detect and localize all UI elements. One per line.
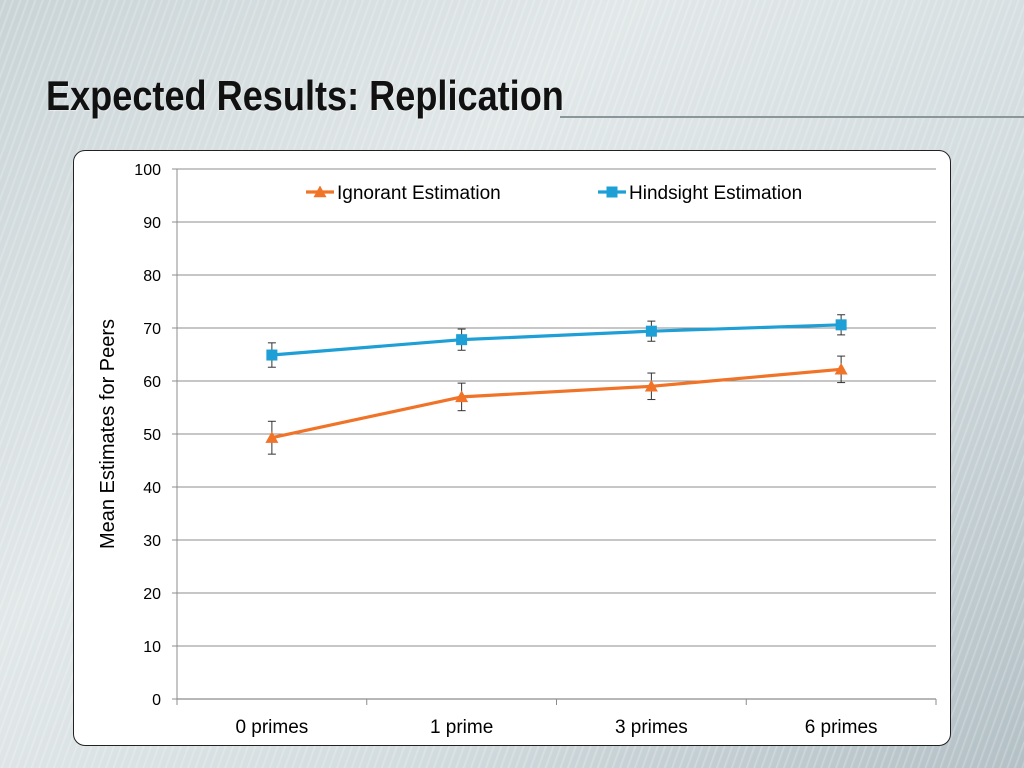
- y-tick-label: 90: [143, 215, 161, 232]
- data-point-ignorant-estimation: [644, 379, 658, 392]
- series-line-hindsight-estimation: [271, 323, 842, 357]
- data-point-hindsight-estimation: [456, 334, 468, 346]
- chart-frame: 0 10 20 30 40 50 60 70 80 90 100 0 primes 1 prime 3 p…: [73, 150, 951, 746]
- data-point-ignorant-estimation: [455, 390, 469, 403]
- data-point-hindsight-estimation: [266, 349, 278, 361]
- legend-marker-hindsight-estimation: [606, 186, 618, 198]
- y-axis-title: Mean Estimates for Peers: [97, 319, 119, 549]
- legend-label-ignorant-estimation: Ignorant Estimation: [337, 183, 501, 204]
- y-tick-label: 40: [143, 480, 161, 497]
- x-tick-label: 3 primes: [615, 717, 688, 738]
- y-tick-label: 30: [143, 533, 161, 550]
- data-point-ignorant-estimation: [265, 431, 279, 443]
- y-tick-label: 100: [134, 162, 161, 179]
- y-tick-label: 70: [143, 321, 161, 338]
- x-tick-label: 6 primes: [805, 717, 878, 738]
- data-point-ignorant-estimation: [834, 362, 848, 375]
- legend-label-hindsight-estimation: Hindsight Estimation: [629, 183, 802, 204]
- y-tick-label: 50: [143, 427, 161, 444]
- data-point-hindsight-estimation: [835, 319, 847, 331]
- y-tick-label: 80: [143, 268, 161, 285]
- slide-title: Expected Results: Replication: [46, 72, 564, 119]
- data-point-hindsight-estimation: [645, 325, 657, 337]
- legend-marker-ignorant-estimation: [313, 185, 327, 198]
- x-tick-label: 1 prime: [430, 717, 493, 738]
- line-chart: 0 10 20 30 40 50 60 70 80 90 100 0 primes 1 prime 3 p…: [97, 162, 937, 738]
- series-line-ignorant-estimation: [271, 367, 842, 440]
- y-tick-label: 0: [152, 692, 161, 709]
- x-tick-label: 0 primes: [235, 717, 308, 738]
- title-rule: [560, 116, 1024, 118]
- y-tick-label: 60: [143, 374, 161, 391]
- y-tick-label: 10: [143, 639, 161, 656]
- y-tick-label: 20: [143, 586, 161, 603]
